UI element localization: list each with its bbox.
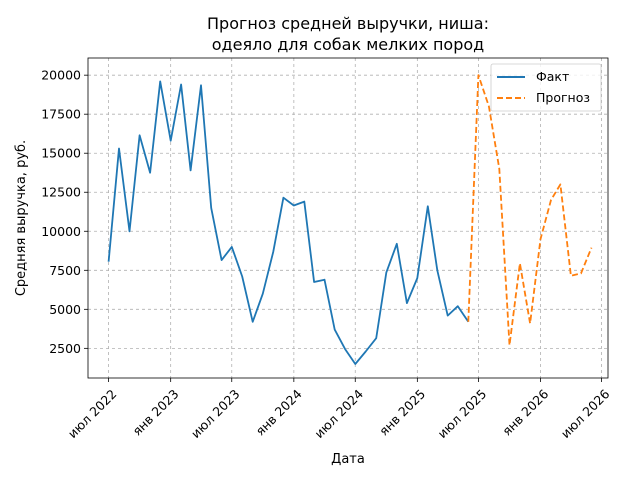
plot-frame	[87, 57, 609, 379]
series-line-forecast	[467, 74, 593, 347]
legend: Факт Прогноз	[490, 63, 602, 112]
y-tick-label: 15000	[41, 146, 81, 161]
y-tick-label: 2500	[49, 341, 81, 356]
legend-box	[490, 63, 602, 112]
y-tick-label: 20000	[41, 68, 81, 83]
y-tick-label: 17500	[41, 107, 81, 122]
series-line-fact	[107, 80, 470, 365]
y-tick-label: 7500	[49, 263, 81, 278]
y-tick-label: 5000	[49, 302, 81, 317]
y-tick-label: 10000	[41, 224, 81, 239]
legend-label-fact: Факт	[536, 69, 569, 84]
x-axis-label: Дата	[331, 452, 365, 467]
chart-title-line1: Прогноз средней выручки, ниша:	[207, 14, 489, 33]
y-axis-label: Средняя выручка, руб.	[14, 140, 29, 296]
legend-label-forecast: Прогноз	[536, 90, 590, 105]
y-axis-ticks: 2500 5000 7500 10000 12500 15000 17500 20000	[41, 68, 88, 356]
chart-title-line2: одеяло для собак мелких пород	[212, 35, 484, 54]
y-tick-label: 12500	[41, 185, 81, 200]
plot-series	[107, 74, 593, 365]
